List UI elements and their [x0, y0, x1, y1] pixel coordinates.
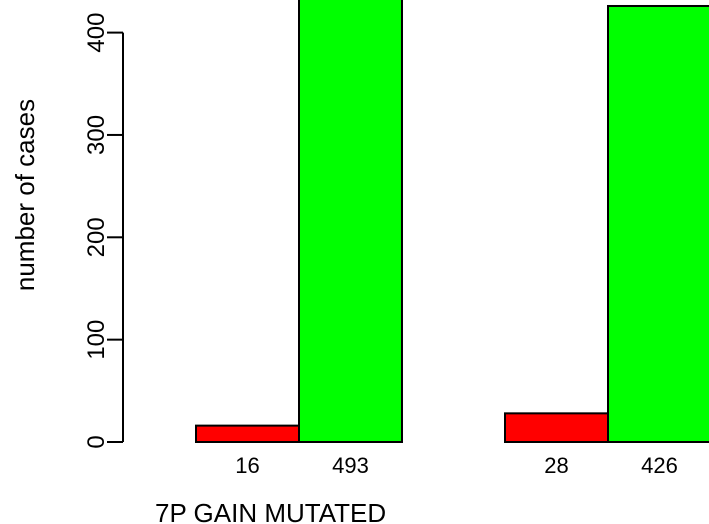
y-tick-label: 300 [83, 115, 110, 155]
bar-labels: 16 493 28 426 [235, 453, 678, 478]
bars [195, 0, 709, 444]
bar-value-label: 16 [235, 453, 259, 478]
bar-value-label: 426 [641, 453, 678, 478]
bar-value-label: 28 [544, 453, 568, 478]
x-axis-title: 7P GAIN MUTATED [155, 498, 386, 524]
y-tick-label: 0 [83, 435, 110, 448]
y-tick-label: 200 [83, 217, 110, 257]
bar [195, 424, 300, 443]
y-axis-title: number of cases [10, 99, 40, 291]
y-tick-label: 100 [83, 320, 110, 360]
y-axis: 0 100 200 300 400 [83, 13, 124, 449]
bar [298, 0, 403, 444]
y-tick-label: 400 [83, 13, 110, 53]
bar-value-label: 493 [332, 453, 369, 478]
bar [607, 4, 709, 443]
bar [504, 412, 609, 444]
